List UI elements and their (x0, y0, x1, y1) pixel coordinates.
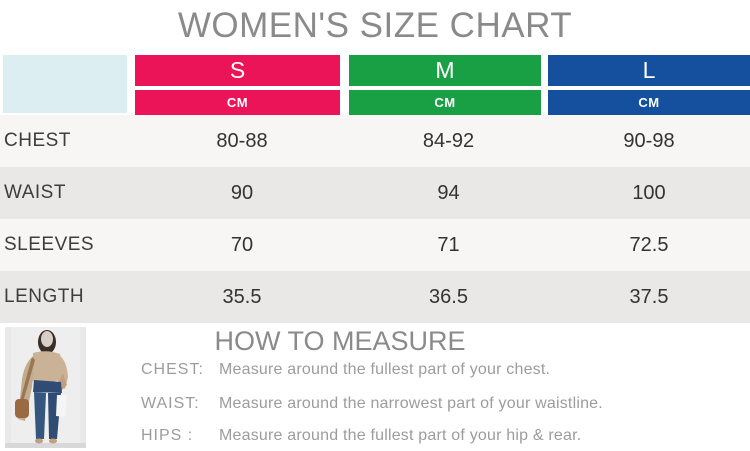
size-table-header: S M L CM CM CM (0, 55, 750, 115)
size-value-cell: 71 (437, 233, 460, 256)
table-row-chest: CHEST 80-88 84-92 90-98 (0, 115, 750, 167)
measure-label: WAIST: (141, 395, 200, 412)
size-value-cell: 70 (230, 233, 254, 256)
size-value-cell: 100 (632, 181, 666, 204)
size-header-l: L (548, 55, 750, 86)
size-value-cell: 80-88 (216, 129, 268, 152)
size-header-s: S (135, 55, 340, 86)
unit-header-s: CM (135, 90, 340, 115)
size-value-cell: 37.5 (629, 285, 669, 308)
table-row-waist: WAIST 90 94 100 (0, 167, 750, 219)
page-title: WOMEN'S SIZE CHART (177, 6, 573, 45)
header-corner-cell (3, 55, 127, 113)
size-value-cell: 72.5 (629, 233, 669, 256)
unit-header-l: CM (548, 90, 750, 115)
size-header-m: M (349, 55, 541, 86)
measure-label: HIPS : (141, 427, 194, 444)
size-table-body: CHEST 80-88 84-92 90-98 WAIST 90 94 100 … (0, 115, 750, 323)
measure-label: CHEST: (141, 361, 204, 378)
table-row-length: LENGTH 35.5 36.5 37.5 (0, 271, 750, 323)
measure-text: Measure around the narrowest part of you… (219, 395, 603, 412)
unit-header-m: CM (349, 90, 541, 115)
measure-instruction-hips: HIPS : Measure around the fullest part of… (141, 427, 581, 445)
size-value-cell: 94 (437, 181, 460, 204)
size-value-cell: 90-98 (623, 129, 675, 152)
measure-instruction-waist: WAIST: Measure around the narrowest part … (141, 395, 603, 413)
row-label: CHEST (4, 130, 71, 151)
measure-text: Measure around the fullest part of your … (219, 361, 551, 378)
row-label: LENGTH (4, 286, 85, 307)
model-photo-image (5, 327, 86, 448)
measure-instruction-chest: CHEST: Measure around the fullest part of… (141, 361, 550, 379)
table-row-sleeves: SLEEVES 70 71 72.5 (0, 219, 750, 271)
how-to-measure-section: HOW TO MEASURE CHEST: Measure around the … (0, 323, 750, 451)
size-value-cell: 36.5 (429, 285, 468, 308)
size-value-cell: 84-92 (422, 129, 475, 152)
size-value-cell: 35.5 (222, 285, 262, 308)
how-to-measure-heading: HOW TO MEASURE (214, 326, 466, 356)
row-label: WAIST (4, 182, 66, 203)
size-value-cell: 90 (230, 181, 254, 204)
measure-text: Measure around the fullest part of your … (219, 427, 582, 444)
row-label: SLEEVES (4, 234, 95, 255)
